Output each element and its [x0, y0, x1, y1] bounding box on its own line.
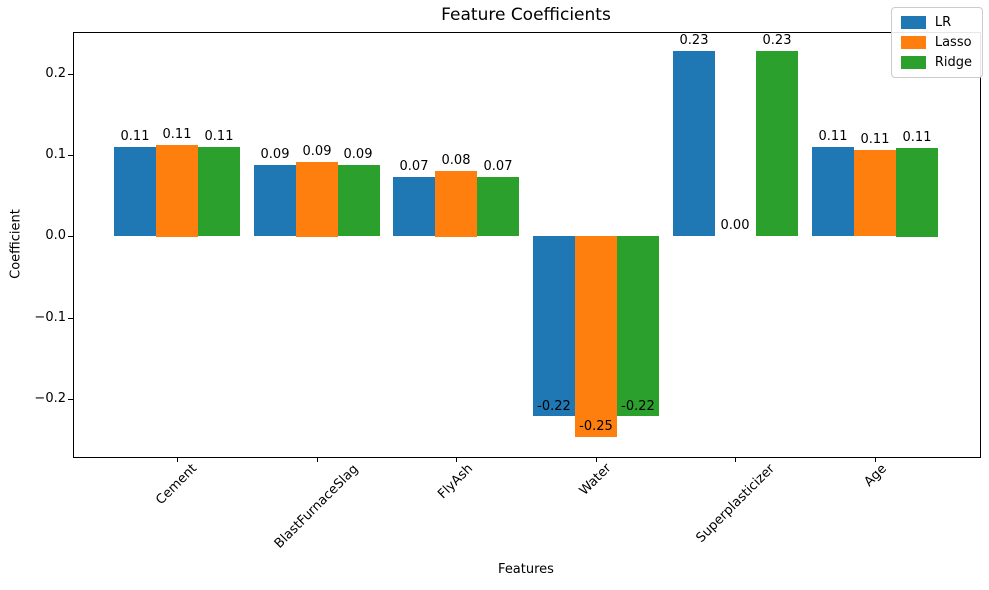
chart-title: Feature Coefficients [441, 5, 611, 25]
y-tick-mark [68, 399, 73, 400]
legend-swatch [900, 56, 926, 69]
x-tick-label: Cement [153, 461, 200, 508]
x-tick-label: FlyAsh [435, 461, 477, 503]
bar [198, 147, 240, 236]
legend-item: Ridge [900, 55, 972, 70]
bar [673, 51, 715, 236]
bar [812, 147, 854, 236]
x-tick-mark [735, 457, 736, 462]
y-tick-label: 0.1 [45, 147, 66, 162]
x-tick-mark [596, 457, 597, 462]
bar [533, 236, 575, 416]
legend: LR Lasso Ridge [890, 7, 983, 78]
bar [393, 177, 435, 236]
bar [435, 171, 477, 237]
bar [156, 145, 198, 237]
x-tick-mark [177, 457, 178, 462]
bar [575, 236, 617, 437]
bar [896, 148, 938, 237]
x-tick-label-text: Water [576, 460, 615, 499]
x-tick-label-text: Superplasticizer [692, 460, 778, 546]
bar [338, 165, 380, 236]
legend-swatch [900, 36, 926, 49]
y-axis-label: Coefficient [8, 209, 24, 279]
legend-label: Lasso [934, 35, 972, 50]
x-tick-mark [456, 457, 457, 462]
y-tick-mark [68, 155, 73, 156]
y-tick-mark [68, 236, 73, 237]
bar [617, 236, 659, 416]
x-tick-label: Age [861, 461, 890, 490]
y-tick-label: 0.2 [45, 66, 66, 81]
legend-item: Lasso [900, 35, 972, 50]
x-tick-label: Superplasticizer [693, 461, 778, 546]
x-tick-label-text: BlastFurnaceSlag [271, 461, 362, 552]
x-tick-label: BlastFurnaceSlag [271, 461, 362, 552]
bar [477, 177, 519, 236]
legend-swatch [900, 16, 926, 29]
x-tick-label-text: FlyAsh [435, 461, 477, 503]
x-tick-label-text: Age [860, 460, 890, 490]
bar [114, 147, 156, 236]
x-tick-mark [317, 457, 318, 462]
y-tick-mark [68, 318, 73, 319]
x-axis-label: Features [498, 562, 554, 577]
bar [254, 165, 296, 236]
legend-item: LR [900, 15, 972, 30]
x-tick-mark [875, 457, 876, 462]
legend-label: Ridge [934, 55, 972, 70]
bar [296, 162, 338, 237]
y-tick-mark [68, 74, 73, 75]
legend-label: LR [934, 15, 952, 30]
bar [854, 150, 896, 236]
y-tick-label: −0.2 [34, 391, 66, 406]
x-tick-label: Water [577, 461, 615, 499]
plot-area [73, 32, 981, 458]
y-tick-label: −0.1 [34, 310, 66, 325]
bar [756, 51, 798, 236]
y-tick-label: 0.0 [45, 228, 66, 243]
x-tick-label-text: Cement [152, 460, 200, 508]
